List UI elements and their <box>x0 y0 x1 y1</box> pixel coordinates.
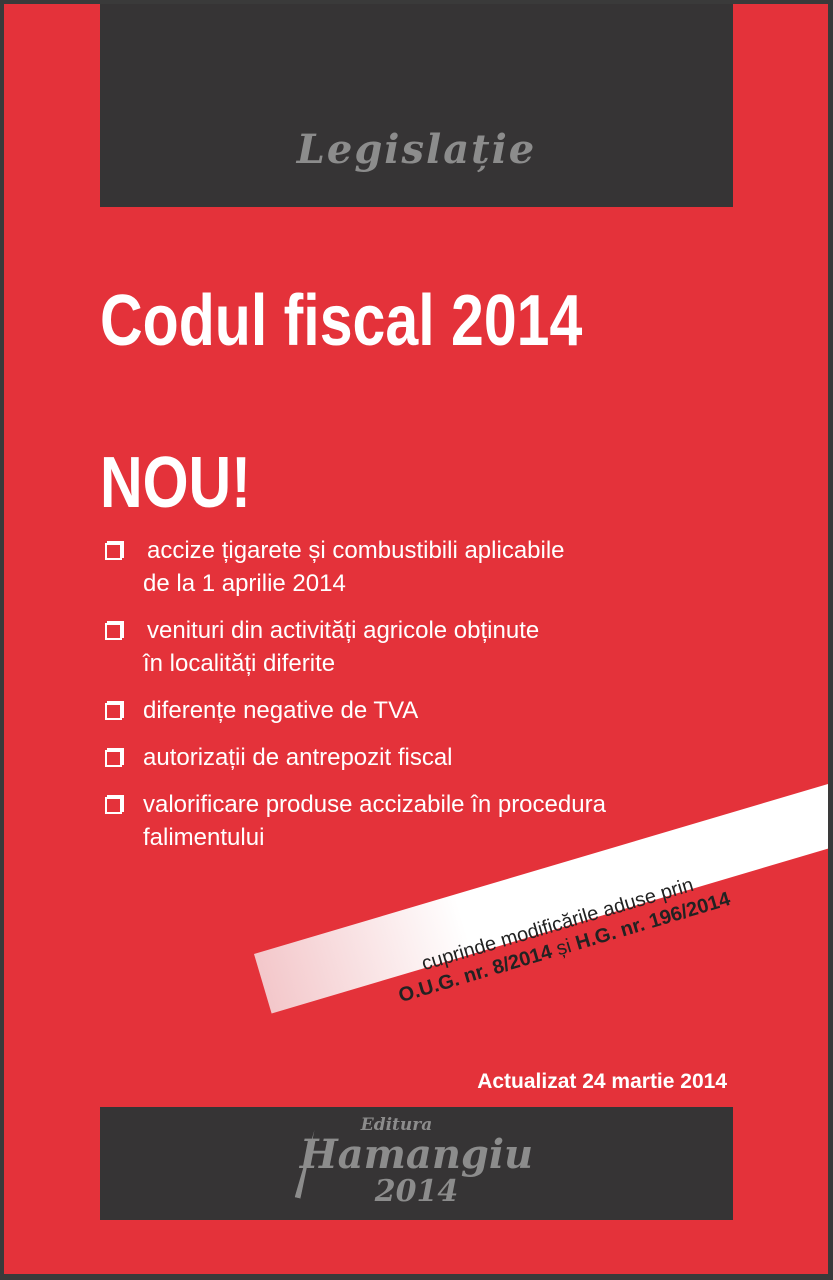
list-item-text: accize țigarete și combustibili aplicabi… <box>147 537 565 564</box>
list-item-text: venituri din activități agricole obținut… <box>147 617 540 644</box>
list-item: venituri din activități agricole obținut… <box>103 614 606 680</box>
list-item: diferențe negative de TVA <box>103 694 606 727</box>
checkbox-icon <box>105 797 122 814</box>
publisher-year: 2014 <box>374 1174 459 1209</box>
list-item-text: valorificare produse accizabile în proce… <box>143 791 606 818</box>
feature-list: accize țigarete și combustibili aplicabi… <box>103 534 606 868</box>
series-label: Legislație <box>296 126 537 173</box>
banner-conj: și <box>553 935 574 961</box>
list-item: valorificare produse accizabile în proce… <box>103 788 606 854</box>
book-title: Codul fiscal 2014 <box>100 281 583 361</box>
updated-date: Actualizat 24 martie 2014 <box>477 1070 727 1093</box>
list-item-text: falimentului <box>143 824 265 851</box>
list-item-text: diferențe negative de TVA <box>143 697 419 724</box>
checkbox-icon <box>105 543 122 560</box>
publisher-prefix: Editura <box>360 1115 433 1135</box>
list-item: autorizații de antrepozit fiscal <box>103 741 606 774</box>
publisher-logo: Editura Hamangiu 2014 <box>100 1115 733 1209</box>
checkbox-icon <box>105 703 122 720</box>
checkbox-icon <box>105 750 122 767</box>
new-label: NOU! <box>100 443 251 523</box>
list-item-text: de la 1 aprilie 2014 <box>143 570 346 597</box>
book-cover: Legislație Codul fiscal 2014 NOU! accize… <box>4 4 828 1274</box>
series-band: Legislație <box>100 4 733 207</box>
list-item: accize țigarete și combustibili aplicabi… <box>103 534 606 600</box>
publisher-name: Hamangiu <box>299 1131 534 1178</box>
publisher-band: Editura Hamangiu 2014 <box>100 1107 733 1220</box>
checkbox-icon <box>105 623 122 640</box>
list-item-text: autorizații de antrepozit fiscal <box>143 744 453 771</box>
list-item-text: în localități diferite <box>143 650 336 677</box>
